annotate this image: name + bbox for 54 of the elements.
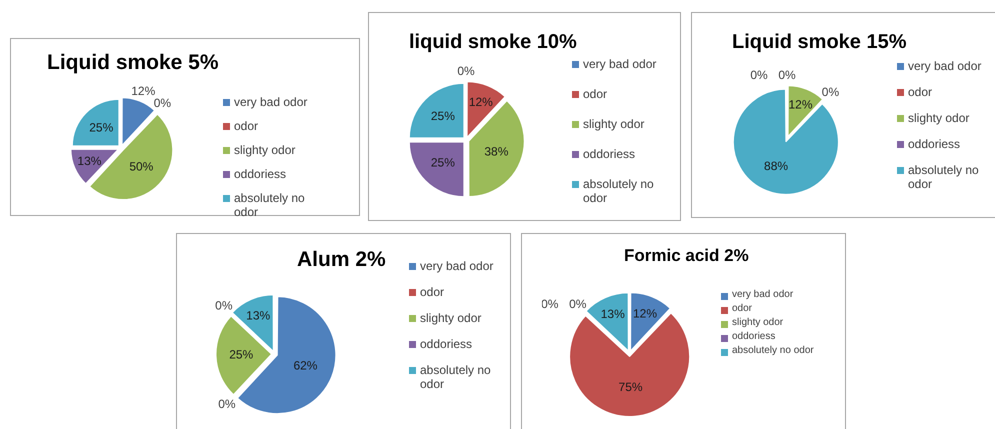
legend-label: odor bbox=[420, 285, 444, 299]
data-label: 13% bbox=[246, 308, 271, 323]
text: 0% bbox=[218, 396, 236, 411]
legend-label: oddoriess bbox=[234, 167, 286, 181]
data-label: 88% bbox=[764, 158, 788, 173]
chart-title: Formic acid 2% bbox=[624, 246, 749, 266]
data-label: 13% bbox=[600, 307, 626, 322]
legend-label: absolutely no odor bbox=[732, 345, 814, 356]
chart-title: Liquid smoke 5% bbox=[47, 51, 219, 75]
text: 0% bbox=[750, 68, 768, 82]
text: 0% bbox=[215, 298, 233, 313]
legend-label: absolutely no odor bbox=[908, 163, 980, 191]
legend-label: very bad odor bbox=[420, 259, 494, 273]
legend-label: very bad odor bbox=[732, 289, 794, 300]
legend-label: very bad odor bbox=[908, 59, 982, 73]
legend-label: absolutely no odor bbox=[234, 191, 306, 219]
legend-label: slighty odor bbox=[732, 317, 784, 328]
data-label: 50% bbox=[129, 159, 154, 174]
legend-label: slighty odor bbox=[234, 143, 296, 157]
data-label: 12% bbox=[788, 97, 813, 112]
data-label: 12% bbox=[633, 306, 658, 321]
legend-label: odor bbox=[234, 119, 258, 133]
legend-label: very bad odor bbox=[234, 95, 308, 109]
legend-label: absolutely no odor bbox=[420, 363, 492, 391]
legend-label: oddoriess bbox=[732, 331, 776, 342]
data-label: 25% bbox=[430, 109, 456, 124]
data-label: 38% bbox=[484, 144, 509, 158]
legend-label: absolutely no odor bbox=[583, 177, 655, 205]
legend-label: odor bbox=[908, 85, 932, 99]
chart-title: Liquid smoke 15% bbox=[732, 31, 906, 54]
data-label: 25% bbox=[229, 347, 254, 362]
data-label: 13% bbox=[77, 154, 102, 168]
legend-label: very bad odor bbox=[583, 57, 656, 71]
legend-label: slighty odor bbox=[583, 117, 644, 131]
legend-label: odor bbox=[732, 303, 752, 314]
legend-label: odor bbox=[583, 87, 608, 101]
data-label: 25% bbox=[430, 155, 456, 170]
data-label: 12% bbox=[468, 94, 494, 109]
data-label: 62% bbox=[293, 358, 318, 373]
text: 0% bbox=[822, 85, 840, 100]
legend-label: slighty odor bbox=[420, 311, 482, 325]
chart-title: Alum 2% bbox=[297, 248, 386, 272]
legend-label: oddoriess bbox=[420, 337, 472, 351]
text: 0% bbox=[778, 68, 796, 82]
text: 0% bbox=[154, 96, 172, 110]
legend-label: oddoriess bbox=[908, 137, 960, 151]
data-label: 75% bbox=[618, 380, 643, 394]
chart-title: liquid smoke 10% bbox=[409, 31, 577, 54]
legend-label: oddoriess bbox=[583, 147, 636, 161]
data-label: 25% bbox=[89, 120, 114, 135]
text: 0% bbox=[569, 297, 586, 312]
text: 0% bbox=[457, 64, 475, 78]
data-label: 12% bbox=[131, 84, 156, 98]
legend-label: slighty odor bbox=[908, 111, 970, 125]
